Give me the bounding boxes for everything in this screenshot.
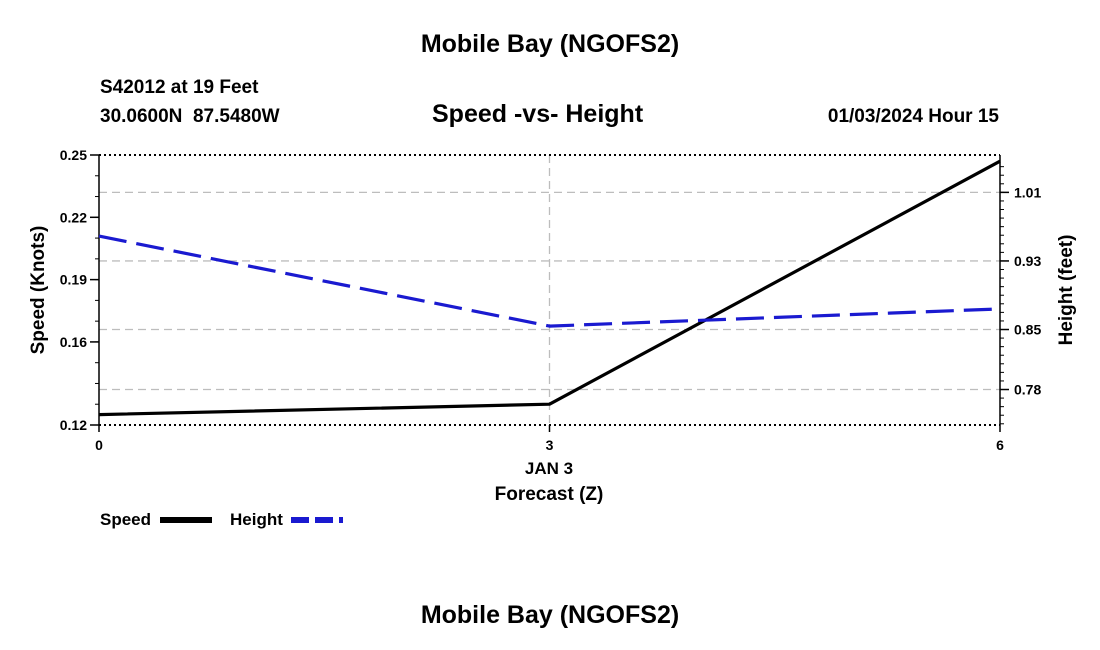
data-series xyxy=(98,159,1001,417)
y-right-axis-label: Height (feet) xyxy=(1056,235,1077,346)
legend-speed-label: Speed xyxy=(100,510,151,529)
x-axis-label: Forecast (Z) xyxy=(495,484,604,505)
station-label: S42012 at 19 Feet xyxy=(100,77,259,98)
axis-labels: JAN 3 Forecast (Z) Speed (Knots) Height … xyxy=(28,226,1077,505)
y-left-tick-label: 0.12 xyxy=(60,417,87,433)
chart-title: Speed -vs- Height xyxy=(432,100,644,128)
x-tick-label: 0 xyxy=(95,437,103,453)
series-line-speed xyxy=(98,159,1001,417)
series-line-height xyxy=(98,234,1001,328)
y-left-tick-label: 0.19 xyxy=(60,272,87,288)
y-left-tick-label: 0.22 xyxy=(60,209,87,225)
legend: Speed Height xyxy=(100,510,343,529)
x-date-label: JAN 3 xyxy=(525,459,573,478)
forecast-datetime: 01/03/2024 Hour 15 xyxy=(827,106,999,127)
y-left-tick-label: 0.25 xyxy=(60,147,87,163)
page-title: Mobile Bay (NGOFS2) xyxy=(420,30,680,58)
x-tick-label: 6 xyxy=(996,437,1004,453)
y-left-axis-label: Speed (Knots) xyxy=(28,226,49,355)
bottom-title: Mobile Bay (NGOFS2) xyxy=(420,601,680,629)
y-right-tick-label: 1.01 xyxy=(1014,184,1041,200)
legend-height-label: Height xyxy=(230,510,283,529)
y-right-tick-label: 0.78 xyxy=(1014,382,1041,398)
y-left-tick-label: 0.16 xyxy=(60,334,87,350)
y-right-tick-label: 0.85 xyxy=(1014,322,1041,338)
axis-ticks: 0.12 0.16 0.19 0.22 0.25 0.78 0.85 0.93 1.01 0 3 6 xyxy=(60,147,1042,453)
x-tick-label: 3 xyxy=(546,437,554,453)
coordinates-label: 30.0600N 87.5480W xyxy=(100,106,280,127)
y-right-tick-label: 0.93 xyxy=(1014,253,1041,269)
grid-lines xyxy=(99,155,1000,425)
